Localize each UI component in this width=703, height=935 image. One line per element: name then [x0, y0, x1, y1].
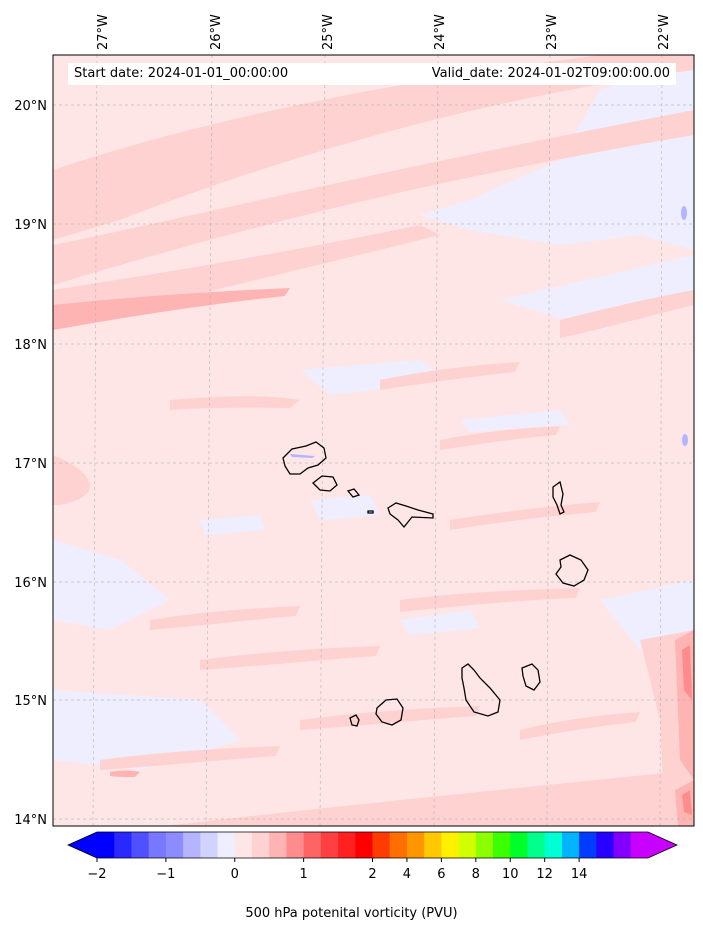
colorbar-swatch [510, 832, 528, 858]
negative-pv-specks [290, 206, 688, 458]
colorbar-swatch [114, 832, 132, 858]
colorbar-tick-label: 4 [403, 867, 411, 882]
colorbar-tick-label: 8 [472, 867, 480, 882]
colorbar-swatch [441, 832, 460, 858]
lat-label: 20°N [14, 99, 47, 114]
lat-label: 15°N [14, 694, 47, 709]
valid-date-label: Valid_date: 2024-01-02T09:00:00.00 [431, 66, 670, 81]
colorbar-swatch [303, 832, 322, 858]
colorbar-swatch [630, 832, 649, 858]
colorbar-swatch [355, 832, 373, 858]
island-sao-nicolau [387, 502, 434, 529]
lat-label: 19°N [14, 218, 47, 233]
colorbar-swatch [338, 832, 356, 858]
colorbar-swatch [183, 832, 201, 858]
lon-label: 22°W [657, 14, 672, 50]
colorbar-tick-label: 10 [502, 867, 519, 882]
island-brava [349, 714, 360, 727]
colorbar-swatch [527, 832, 546, 858]
island-coastlines [282, 441, 589, 727]
lon-label: 24°W [433, 14, 448, 50]
lon-label: 23°W [545, 14, 560, 50]
graticule [53, 55, 694, 826]
colorbar-extend-low [68, 832, 97, 858]
lon-label: 25°W [321, 14, 336, 50]
colorbar-swatch [613, 832, 632, 858]
colorbar-swatch [406, 832, 425, 858]
colorbar-swatch [251, 832, 270, 858]
start-date-label: Start date: 2024-01-01_00:00:00 [74, 66, 289, 81]
colorbar-title: 500 hPa potenital vorticity (PVU) [245, 906, 458, 921]
colorbar-swatch [200, 832, 219, 858]
lon-label: 27°W [96, 14, 111, 50]
map-plot-area [53, 55, 694, 826]
colorbar-swatch [544, 832, 563, 858]
colorbar-swatch [217, 832, 236, 858]
island-santiago [461, 663, 501, 717]
colorbar-swatch [372, 832, 391, 858]
island-sal [552, 480, 565, 515]
lat-label: 16°N [14, 576, 47, 591]
strong-pv-bands [682, 645, 692, 815]
island-santo-antao [282, 441, 327, 475]
colorbar-swatch [424, 832, 442, 858]
colorbar-swatch [561, 832, 580, 858]
longitude-labels: 27°W 26°W 25°W 24°W 23°W 22°W [96, 14, 672, 50]
colorbar-swatch [269, 832, 287, 858]
colorbar-tick-label: 12 [536, 867, 553, 882]
colorbar-swatch [131, 832, 150, 858]
island-fogo [375, 698, 404, 726]
colorbar-tick-label: 1 [299, 867, 307, 882]
colorbar-tick-label: 2 [368, 867, 376, 882]
colorbar-swatch [97, 832, 115, 858]
island-sao-vicente [312, 475, 338, 492]
map-frame [52, 54, 695, 827]
colorbar-swatch [493, 832, 511, 858]
colorbar-extend-high [648, 832, 677, 858]
island-raso [367, 510, 374, 514]
colorbar-tick-label: −1 [156, 867, 175, 882]
lat-label: 14°N [14, 813, 47, 828]
colorbar-swatch [389, 832, 408, 858]
lon-label: 26°W [209, 14, 224, 50]
colorbar-swatch [320, 832, 339, 858]
colorbar-tick-label: 6 [437, 867, 445, 882]
lat-label: 17°N [14, 457, 47, 472]
lat-label: 18°N [14, 338, 47, 353]
weak-pv-bands [53, 55, 694, 826]
latitude-labels: 20°N 19°N 18°N 17°N 16°N 15°N 14°N [14, 99, 47, 828]
colorbar-swatch [286, 832, 305, 858]
colorbar-tick-label: −2 [87, 867, 106, 882]
colorbar-swatch [579, 832, 597, 858]
colorbar-tick-label: 14 [571, 867, 588, 882]
island-maio [521, 663, 541, 691]
date-info-box: Start date: 2024-01-01_00:00:00 Valid_da… [68, 63, 676, 85]
colorbar-swatch [458, 832, 477, 858]
island-boa-vista [555, 554, 589, 587]
island-santa-luzia [346, 488, 361, 498]
colorbar-swatch [234, 832, 253, 858]
colorbar-swatch [148, 832, 167, 858]
colorbar-swatch [165, 832, 184, 858]
colorbar-swatch [475, 832, 494, 858]
colorbar-swatch [596, 832, 615, 858]
colorbar: −2 −1 0 1 2 4 6 8 10 12 14 [67, 831, 678, 882]
colorbar-tick-label: 0 [231, 867, 239, 882]
